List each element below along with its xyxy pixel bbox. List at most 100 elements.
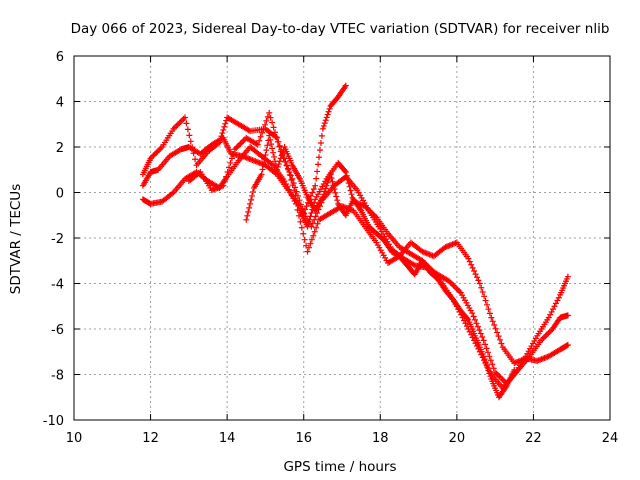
data-point [277, 155, 284, 162]
data-point [497, 374, 504, 381]
data-point [249, 188, 256, 195]
data-point [308, 236, 315, 243]
data-point [484, 301, 491, 308]
data-point [489, 318, 496, 325]
data-point [310, 232, 317, 239]
data-point [329, 178, 336, 185]
data-point [312, 213, 319, 220]
data-point [314, 220, 321, 227]
axes [73, 55, 611, 421]
data-point [341, 167, 348, 174]
data-point [482, 341, 489, 348]
data-point [248, 196, 255, 203]
data-point [301, 236, 308, 243]
data-point [237, 140, 244, 147]
data-point [323, 114, 330, 121]
y-tick-label: -2 [51, 232, 64, 247]
grid [74, 56, 610, 420]
data-point [263, 117, 270, 124]
data-point [294, 192, 301, 199]
data-point [555, 294, 562, 301]
data-point [243, 216, 250, 223]
data-point [236, 142, 243, 149]
data-point [268, 141, 275, 148]
data-point [220, 182, 227, 189]
data-point [270, 149, 277, 156]
data-point [223, 173, 230, 180]
data-point [261, 156, 268, 163]
data-point [171, 124, 178, 131]
data-point [154, 148, 161, 155]
data-point [284, 165, 291, 172]
data-point [487, 357, 494, 364]
y-tick-label: 4 [56, 96, 64, 111]
data-point [247, 200, 254, 207]
data-point [260, 125, 267, 132]
data-point [186, 132, 193, 139]
data-point [316, 147, 323, 154]
data-point [322, 185, 329, 192]
y-tick-label: -8 [51, 369, 64, 384]
data-point [271, 153, 278, 160]
data-point [542, 333, 549, 340]
data-point [308, 209, 315, 216]
data-point [313, 175, 320, 182]
data-point [269, 145, 276, 152]
data-point [476, 327, 483, 334]
data-point [180, 115, 187, 122]
data-point [257, 133, 264, 140]
chart-title: Day 066 of 2023, Sidereal Day-to-day VTE… [71, 21, 610, 37]
data-point [540, 334, 547, 341]
data-point [483, 361, 490, 368]
data-point [224, 169, 231, 176]
data-point [317, 140, 324, 147]
data-point [262, 151, 269, 158]
data-point [498, 340, 505, 347]
x-tick-label: 18 [372, 431, 389, 446]
data-point [554, 297, 561, 304]
data-point [473, 320, 480, 327]
x-tick-label: 20 [449, 431, 466, 446]
data-point [266, 132, 273, 139]
data-point [274, 138, 281, 145]
data-point [174, 121, 181, 128]
data-point [312, 182, 319, 189]
data-point [282, 158, 289, 165]
y-tick-labels: -10 -8 -6 -4 -2 0 2 4 6 [43, 50, 64, 429]
data-point [476, 280, 483, 287]
data-point [292, 184, 299, 191]
data-point [484, 364, 491, 371]
data-point [234, 143, 241, 150]
data-point [308, 223, 315, 230]
data-point [266, 109, 273, 116]
data-point [315, 161, 322, 168]
data-point [491, 322, 498, 329]
x-axis-label: GPS time / hours [283, 459, 396, 475]
data-point [485, 306, 492, 313]
data-point [332, 189, 339, 196]
data-point [321, 188, 328, 195]
data-point [311, 228, 318, 235]
data-point [470, 313, 477, 320]
y-axis-label: SDTVAR / TECUs [8, 184, 24, 294]
data-point [465, 255, 472, 262]
data-point [472, 271, 479, 278]
data-point [184, 126, 191, 133]
data-point [487, 373, 494, 380]
data-point [454, 286, 461, 293]
data-point [259, 129, 266, 136]
data-point [348, 191, 355, 198]
data-point [325, 108, 332, 115]
data-point [334, 197, 341, 204]
data-point [485, 367, 492, 374]
data-point [221, 178, 228, 185]
data-point [157, 145, 164, 152]
x-tick-label: 14 [219, 431, 236, 446]
data-point [279, 149, 286, 156]
data-point [548, 308, 555, 315]
data-point [328, 174, 335, 181]
data-point [246, 204, 253, 211]
data-point [222, 120, 229, 127]
data-point [309, 189, 316, 196]
